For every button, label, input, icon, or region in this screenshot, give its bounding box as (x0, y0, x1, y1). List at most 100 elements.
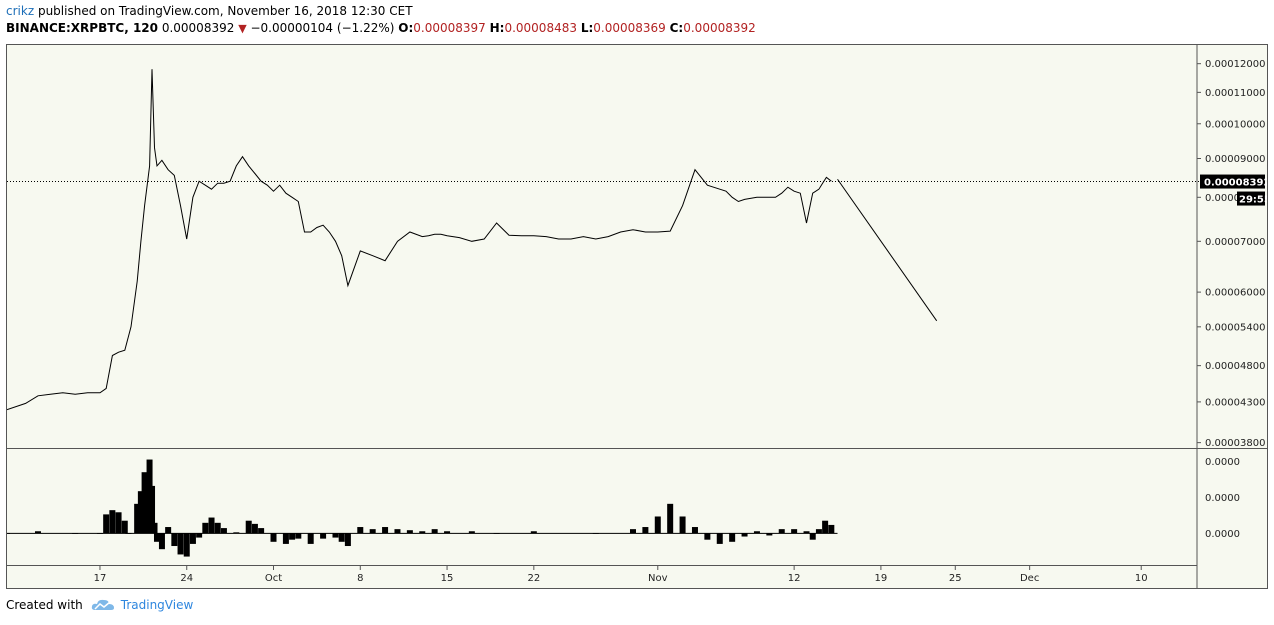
oscillator-bar (158, 533, 165, 550)
oscillator-bar (189, 533, 196, 544)
close-label: C: (669, 21, 684, 35)
time-tick-label: 15 (441, 573, 454, 584)
oscillator-bar (177, 533, 184, 555)
oscillator-tick-label: 0.0000 (1205, 493, 1240, 504)
oscillator-bar (134, 503, 141, 534)
oscillator-bar (141, 472, 148, 534)
price-tick-label: 0.00007000 (1205, 237, 1265, 248)
price-series-line (7, 69, 832, 411)
time-tick-label: 25 (949, 573, 962, 584)
price-tick-label: 0.00003800 (1205, 438, 1265, 449)
oscillator-bar (34, 531, 41, 534)
oscillator-bar (151, 522, 158, 534)
publish-info: published on TradingView.com, November 1… (37, 4, 413, 18)
tradingview-brand-link[interactable]: TradingView (120, 598, 194, 612)
oscillator-bar (654, 516, 661, 534)
price-tick-label: 0.00009000 (1205, 154, 1265, 165)
time-tick-label: 22 (527, 573, 540, 584)
oscillator-pane: 0.0000 0.0000 0.0000 (7, 457, 1240, 557)
price-tick-label: 0.00004300 (1205, 397, 1265, 408)
price-tick-label: 0.00004800 (1205, 361, 1265, 372)
price-tick-label: 0.00012000 (1205, 59, 1265, 70)
author-name[interactable]: crikz (6, 4, 35, 18)
oscillator-bar (165, 527, 172, 534)
oscillator-bar (214, 522, 221, 534)
down-arrow-icon: ▼ (238, 22, 247, 35)
oscillator-bar (716, 533, 723, 544)
oscillator-bar (121, 520, 128, 534)
oscillator-bar (208, 517, 215, 534)
oscillator-bar (444, 531, 451, 534)
footer: Created with TradingView (6, 598, 193, 612)
oscillator-bar (822, 520, 829, 534)
oscillator-bar (753, 531, 760, 534)
oscillator-bar (233, 532, 240, 534)
oscillator-tick-label: 0.0000 (1205, 529, 1240, 540)
oscillator-bar (629, 529, 636, 534)
oscillator-bar (493, 533, 500, 534)
oscillator-bar (778, 529, 785, 534)
price-tick-label: 0.00005400 (1205, 322, 1265, 333)
time-axis[interactable]: 17 24 Oct 8 15 22 Nov 12 19 25 Dec 10 (94, 566, 1148, 584)
created-with-text: Created with (6, 598, 83, 612)
countdown-badge (1237, 191, 1265, 206)
oscillator-bar (72, 533, 79, 534)
price-tick-label: 0.00006000 (1205, 288, 1265, 299)
oscillator-bar (691, 527, 698, 534)
oscillator-bar (809, 533, 816, 540)
low-value: 0.00008369 (593, 21, 666, 35)
oscillator-bar (766, 533, 773, 536)
oscillator-bar (258, 528, 265, 534)
oscillator-bar (109, 510, 116, 534)
oscillator-bar (289, 533, 296, 540)
time-tick-label: Nov (648, 573, 668, 584)
oscillator-bar (320, 533, 327, 539)
oscillator-bar (803, 531, 810, 534)
price-pane: 0.00012000 0.00011000 0.00010000 0.00009000… (7, 45, 1267, 588)
oscillator-bar (357, 527, 364, 534)
price-tick-label: 0.00008000 (1205, 193, 1265, 204)
open-value: 0.00008397 (413, 21, 486, 35)
oscillator-bar (295, 533, 302, 539)
time-tick-label: 19 (875, 573, 888, 584)
price-tick-label: 0.00010000 (1205, 119, 1265, 130)
tradingview-logo-icon[interactable] (91, 598, 115, 612)
time-tick-label: Oct (265, 573, 282, 584)
oscillator-bar (394, 529, 401, 534)
oscillator-bar (125, 533, 132, 534)
time-tick-label: 8 (357, 573, 363, 584)
time-tick-label: 10 (1135, 573, 1148, 584)
oscillator-tick-label: 0.0000 (1205, 457, 1240, 468)
oscillator-bar (220, 528, 227, 534)
close-value: 0.00008392 (683, 21, 756, 35)
open-label: O: (398, 21, 414, 35)
oscillator-bar (382, 527, 389, 534)
time-tick-label: 17 (94, 573, 107, 584)
oscillator-bar (307, 533, 314, 544)
oscillator-bar (196, 533, 203, 538)
oscillator-bar (468, 531, 475, 534)
oscillator-bar (183, 533, 190, 557)
projection-trend-line[interactable] (837, 178, 938, 322)
oscillator-bar (530, 531, 537, 534)
high-value: 0.00008483 (504, 21, 577, 35)
oscillator-bar (103, 514, 110, 534)
price-tick-label: 0.00011000 (1205, 88, 1265, 99)
oscillator-bar (419, 531, 426, 534)
oscillator-bar (96, 533, 103, 534)
time-tick-label: Dec (1020, 573, 1039, 584)
chart-header: crikz published on TradingView.com, Nove… (6, 2, 1266, 37)
last-price: 0.00008392 (161, 21, 235, 35)
symbol-label: BINANCE:XRPBTC, 120 (6, 21, 158, 35)
oscillator-bar (791, 529, 798, 534)
chart-canvas[interactable]: 0.00012000 0.00011000 0.00010000 0.00009000… (7, 45, 1267, 588)
oscillator-bar (704, 533, 711, 540)
ohlc-line: BINANCE:XRPBTC, 120 0.00008392 ▼ −0.0000… (6, 20, 1266, 37)
oscillator-bar (815, 529, 822, 534)
oscillator-bar (251, 523, 258, 534)
oscillator-bar (153, 533, 160, 542)
countdown-badge-text: 29:55 (1239, 195, 1267, 206)
chart-area[interactable]: 0.00012000 0.00011000 0.00010000 0.00009000… (6, 44, 1268, 589)
oscillator-bar (741, 533, 748, 537)
publish-line: crikz published on TradingView.com, Nove… (6, 2, 1266, 20)
